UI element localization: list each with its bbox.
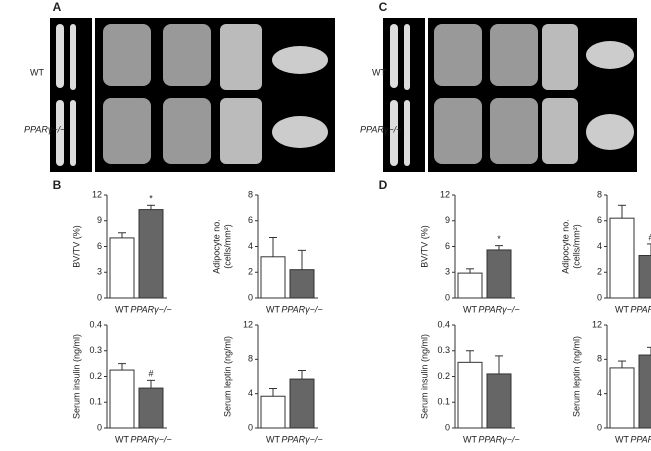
y-tick-label: 3 [97, 267, 102, 277]
bar [457, 361, 483, 429]
x-tick-label: PPARγ−/− [130, 434, 171, 444]
significance-mark: # [648, 232, 651, 242]
y-tick-label: 6 [445, 241, 450, 251]
y-tick-label: 12 [243, 319, 253, 329]
bar [289, 378, 315, 429]
y-tick-label: 9 [97, 215, 102, 225]
x-tick-label: WT [615, 434, 629, 444]
y-tick-label: 0 [97, 292, 102, 302]
y-tick-label: 4 [597, 388, 602, 398]
y-axis-label: Serum insulin (ng/ml) [71, 334, 81, 419]
bar [638, 255, 651, 299]
x-tick-label: WT [266, 304, 280, 314]
y-tick-label: 3 [445, 267, 450, 277]
row-label: PPARγ−/− [24, 124, 65, 134]
panel-letter: A [53, 0, 62, 14]
panel-letter: D [379, 178, 388, 192]
y-tick-label: 0 [445, 422, 450, 432]
y-axis-label: BV/TV (%) [419, 225, 429, 268]
y-tick-label: 4 [597, 241, 602, 251]
y-tick-label: 6 [97, 241, 102, 251]
y-tick-label: 0 [597, 422, 602, 432]
bar [109, 369, 135, 429]
y-axis-label: Serum insulin (ng/ml) [419, 334, 429, 419]
y-tick-label: 0.1 [89, 397, 102, 407]
y-tick-label: 2 [597, 267, 602, 277]
y-tick-label: 0.2 [89, 371, 102, 381]
x-tick-label: PPARγ−/− [281, 304, 322, 314]
y-tick-label: 0 [445, 292, 450, 302]
bar [260, 256, 286, 299]
y-tick-label: 2 [248, 267, 253, 277]
bar [486, 249, 512, 299]
x-tick-label: PPARγ−/− [130, 304, 171, 314]
y-tick-label: 4 [248, 241, 253, 251]
row-label: WT [30, 67, 44, 77]
x-tick-label: WT [463, 304, 477, 314]
y-tick-label: 0.2 [437, 371, 450, 381]
bar [138, 387, 164, 429]
bar [138, 209, 164, 299]
x-tick-label: PPARγ−/− [478, 434, 519, 444]
x-tick-label: PPARγ−/− [630, 304, 651, 314]
significance-mark: # [148, 369, 153, 379]
y-tick-label: 0.4 [89, 319, 102, 329]
y-tick-label: 0 [97, 422, 102, 432]
y-tick-label: 8 [597, 189, 602, 199]
row-label: PPARγ−/− [360, 124, 401, 134]
panel-letter: B [53, 178, 62, 192]
y-axis-label: (cells/mm²) [222, 224, 232, 269]
y-tick-label: 6 [248, 215, 253, 225]
y-axis-label: Serum leptin (ng/ml) [571, 336, 581, 417]
y-tick-label: 0.3 [89, 345, 102, 355]
x-tick-label: WT [463, 434, 477, 444]
x-tick-label: PPARγ−/− [478, 304, 519, 314]
bar [109, 237, 135, 299]
y-axis-label: Serum leptin (ng/ml) [222, 336, 232, 417]
y-tick-label: 0 [597, 292, 602, 302]
x-tick-label: WT [115, 434, 129, 444]
y-tick-label: 4 [248, 388, 253, 398]
y-axis-label: Adipocyte no. [211, 219, 221, 274]
bar [486, 373, 512, 429]
y-axis-label: (cells/mm²) [571, 224, 581, 269]
y-tick-label: 9 [445, 215, 450, 225]
panel-letter: C [379, 0, 388, 14]
y-tick-label: 8 [597, 354, 602, 364]
y-tick-label: 8 [248, 354, 253, 364]
y-tick-label: 12 [440, 189, 450, 199]
y-tick-label: 12 [592, 319, 602, 329]
y-tick-label: 8 [248, 189, 253, 199]
y-tick-label: 0 [248, 292, 253, 302]
bar [457, 272, 483, 299]
x-tick-label: WT [615, 304, 629, 314]
bar [609, 217, 635, 299]
y-axis-label: Adipocyte no. [560, 219, 570, 274]
y-tick-label: 0 [248, 422, 253, 432]
significance-mark: * [497, 234, 501, 244]
y-axis-label: BV/TV (%) [71, 225, 81, 268]
y-tick-label: 0.4 [437, 319, 450, 329]
x-tick-label: WT [266, 434, 280, 444]
x-tick-label: WT [115, 304, 129, 314]
bar [260, 395, 286, 429]
y-tick-label: 0.1 [437, 397, 450, 407]
significance-mark: * [149, 194, 153, 204]
bar [638, 354, 651, 429]
y-tick-label: 0.3 [437, 345, 450, 355]
x-tick-label: PPARγ−/− [281, 434, 322, 444]
ct-panel-c [383, 18, 637, 172]
ct-panel-a [50, 18, 335, 172]
y-tick-label: 6 [597, 215, 602, 225]
row-label: WT [372, 67, 386, 77]
y-tick-label: 12 [92, 189, 102, 199]
bar [609, 367, 635, 429]
x-tick-label: PPARγ−/− [630, 434, 651, 444]
bar [289, 269, 315, 299]
